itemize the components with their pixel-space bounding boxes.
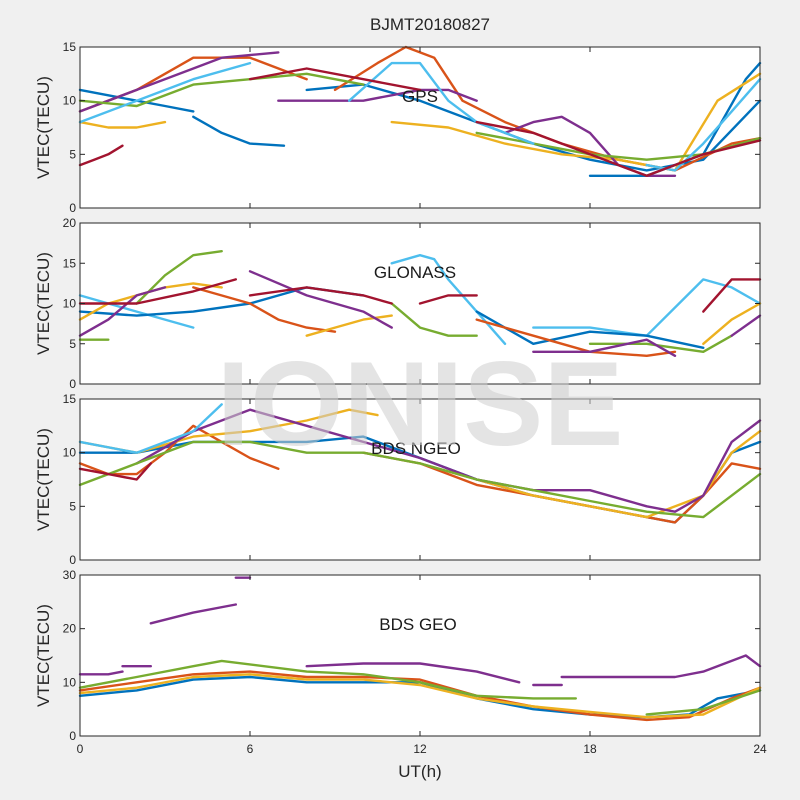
- series-line: [78, 673, 762, 719]
- watermark: IONISE: [217, 337, 624, 471]
- y-axis-label: VTEC(TECU): [34, 252, 53, 355]
- y-tick-label: 10: [63, 675, 77, 689]
- series-line: [475, 120, 762, 178]
- panel-label: GLONASS: [374, 263, 456, 282]
- x-tick-label: 12: [413, 742, 427, 756]
- series-line: [645, 689, 762, 716]
- x-tick-label: 0: [77, 742, 84, 756]
- panel-label: GPS: [402, 87, 438, 106]
- series-line: [78, 440, 762, 519]
- series-line: [149, 603, 238, 625]
- panel-label: BDS NGEO: [371, 439, 461, 458]
- series-line: [418, 294, 478, 305]
- series-line: [78, 278, 238, 305]
- y-tick-label: 10: [63, 446, 77, 460]
- y-tick-label: 30: [63, 568, 77, 582]
- series-line: [702, 278, 762, 313]
- y-axis-label: VTEC(TECU): [34, 604, 53, 707]
- series-line: [475, 310, 705, 349]
- series-line: [390, 302, 478, 337]
- series-line: [532, 278, 762, 337]
- series-line: [78, 659, 577, 700]
- y-tick-label: 5: [69, 337, 76, 351]
- series-line: [248, 67, 422, 92]
- series-line: [702, 302, 762, 345]
- series-line: [348, 61, 535, 145]
- y-tick-label: 15: [63, 392, 77, 406]
- series-line: [78, 120, 167, 129]
- y-axis-label: VTEC(TECU): [34, 428, 53, 531]
- series-line: [390, 253, 507, 345]
- series-line: [78, 403, 223, 454]
- series-line: [248, 270, 393, 329]
- series-line: [78, 144, 124, 167]
- plot-area: [80, 47, 760, 208]
- series-line: [390, 72, 762, 172]
- y-tick-label: 10: [63, 94, 77, 108]
- y-tick-label: 0: [69, 729, 76, 743]
- series-line: [192, 115, 286, 147]
- series-line: [560, 654, 762, 679]
- y-tick-label: 5: [69, 499, 76, 513]
- y-tick-label: 0: [69, 201, 76, 215]
- panel-4: 0 10 20 30 0 6 12 18 24 VTEC(TECU) BDS GEO: [34, 568, 767, 756]
- series-line: [78, 670, 124, 676]
- y-axis-label: VTEC(TECU): [34, 76, 53, 179]
- series-line: [248, 286, 393, 305]
- y-tick-label: 15: [63, 256, 77, 270]
- x-axis-label: UT(h): [398, 762, 441, 781]
- series-line: [135, 249, 223, 305]
- series-line: [333, 45, 762, 172]
- panel-1: 0 5 10 15 VTEC(TECU) GPS: [34, 40, 762, 215]
- series-line: [78, 670, 762, 722]
- series-line: [78, 294, 195, 329]
- y-tick-label: 10: [63, 297, 77, 311]
- y-tick-label: 20: [63, 622, 77, 636]
- y-tick-label: 20: [63, 216, 77, 230]
- panel-2: 0 5 10 15 20 VTEC(TECU) GLONASS: [34, 216, 762, 391]
- series-line: [78, 51, 280, 113]
- series-line: [78, 462, 153, 481]
- plot-area: [80, 575, 760, 736]
- series-line: [588, 334, 733, 353]
- panel-label: BDS GEO: [379, 615, 456, 634]
- chart-title: BJMT20180827: [370, 15, 490, 34]
- x-tick-label: 24: [753, 742, 767, 756]
- panel-3: 0 5 10 15 VTEC(TECU) BDS NGEO: [34, 392, 762, 567]
- series-line: [192, 286, 337, 333]
- series-line: [78, 61, 252, 124]
- x-tick-label: 6: [247, 742, 254, 756]
- y-tick-label: 5: [69, 147, 76, 161]
- series-line: [532, 338, 677, 357]
- series-line: [305, 662, 521, 684]
- y-tick-label: 0: [69, 377, 76, 391]
- series-line: [305, 314, 393, 337]
- series-line: [730, 314, 762, 337]
- series-line: [78, 286, 167, 337]
- x-tick-label: 18: [583, 742, 597, 756]
- y-tick-label: 0: [69, 553, 76, 567]
- y-tick-label: 15: [63, 40, 77, 54]
